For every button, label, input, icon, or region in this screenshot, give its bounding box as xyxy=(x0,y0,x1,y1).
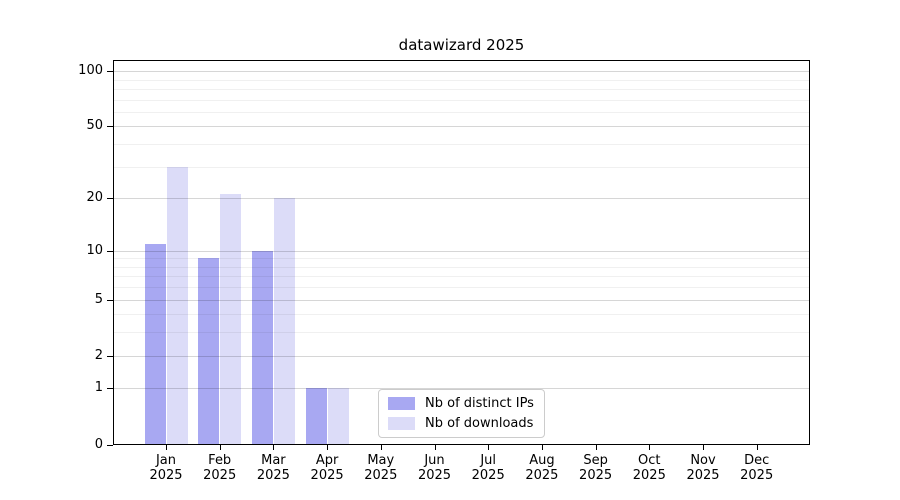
x-tick-label: Sep 2025 xyxy=(579,452,613,483)
bar-downloads-jan xyxy=(166,166,188,445)
y-tick-mark xyxy=(107,355,113,357)
legend-swatch-downloads-icon xyxy=(388,417,415,430)
x-tick-mark xyxy=(703,444,704,450)
y-tick-label: 20 xyxy=(86,190,103,206)
y-tick-mark xyxy=(107,444,113,446)
major-gridline xyxy=(113,126,810,128)
major-gridline xyxy=(113,198,810,200)
y-tick-label: 2 xyxy=(94,347,103,363)
bar-distinct-ips-jan xyxy=(144,243,166,445)
x-tick-mark xyxy=(488,444,490,450)
x-tick-mark xyxy=(327,444,329,450)
x-tick-label: Apr 2025 xyxy=(310,452,344,483)
y-tick-label: 5 xyxy=(94,291,103,307)
chart-title: datawizard 2025 xyxy=(398,36,525,54)
legend-swatch-distinct-ips-icon xyxy=(388,397,415,410)
x-tick-label: Mar 2025 xyxy=(256,452,290,483)
legend-label-downloads: Nb of downloads xyxy=(425,416,534,431)
bar-downloads-feb xyxy=(220,194,242,445)
x-tick-mark xyxy=(434,444,436,450)
y-tick-mark xyxy=(107,71,113,73)
bar-downloads-apr xyxy=(327,388,349,445)
y-tick-mark xyxy=(107,388,113,390)
y-tick-label: 10 xyxy=(86,242,103,258)
x-tick-label: May 2025 xyxy=(364,452,398,483)
x-tick-label: Jun 2025 xyxy=(417,452,452,483)
y-tick-label: 50 xyxy=(86,118,103,134)
legend-item-downloads: Nb of downloads xyxy=(388,416,535,431)
x-tick-mark xyxy=(380,444,382,450)
major-gridline xyxy=(113,250,810,252)
y-tick-label: 100 xyxy=(78,63,103,79)
x-tick-mark xyxy=(273,444,275,450)
y-tick-mark xyxy=(107,126,113,128)
y-tick-label: 1 xyxy=(94,380,103,396)
y-tick-label: 0 xyxy=(94,436,103,452)
x-tick-label: Jan 2025 xyxy=(149,452,183,483)
bar-distinct-ips-mar xyxy=(251,250,273,445)
x-tick-label: Feb 2025 xyxy=(203,452,237,483)
bar-distinct-ips-apr xyxy=(305,388,327,445)
legend-item-distinct-ips: Nb of distinct IPs xyxy=(388,396,535,411)
legend-label-distinct-ips: Nb of distinct IPs xyxy=(425,396,534,411)
x-tick-label: Oct 2025 xyxy=(632,452,666,483)
minor-gridline xyxy=(113,166,810,168)
y-tick-mark xyxy=(107,198,113,200)
x-tick-mark xyxy=(756,444,758,450)
x-tick-mark xyxy=(649,444,651,450)
legend: Nb of distinct IPs Nb of downloads xyxy=(378,389,545,438)
y-tick-mark xyxy=(107,250,113,252)
x-tick-label: Jul 2025 xyxy=(471,452,505,483)
x-tick-label: Aug 2025 xyxy=(525,452,559,483)
bar-downloads-mar xyxy=(273,198,295,445)
x-tick-label: Dec 2025 xyxy=(740,452,774,483)
major-gridline xyxy=(113,71,810,73)
x-tick-mark xyxy=(541,444,543,450)
y-tick-mark xyxy=(107,299,113,301)
minor-gridline xyxy=(113,99,810,101)
bar-distinct-ips-feb xyxy=(198,258,220,445)
x-tick-mark xyxy=(166,444,167,450)
minor-gridline xyxy=(113,111,810,113)
minor-gridline xyxy=(113,89,810,91)
x-tick-mark xyxy=(219,444,221,450)
x-tick-mark xyxy=(595,444,597,450)
x-tick-label: Nov 2025 xyxy=(686,452,720,483)
minor-gridline xyxy=(113,144,810,146)
minor-gridline xyxy=(113,79,810,81)
